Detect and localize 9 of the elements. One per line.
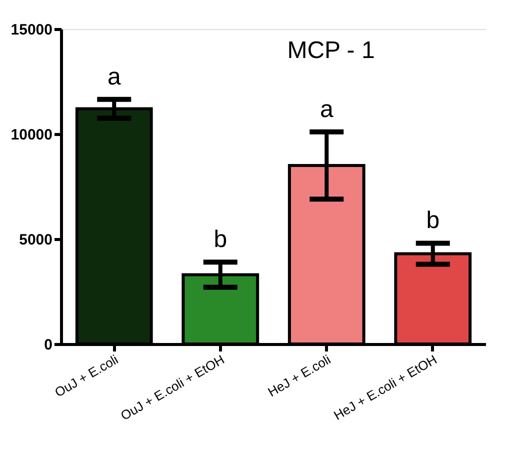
chart-title: MCP - 1 — [287, 37, 375, 64]
annotation: b — [426, 207, 440, 234]
y-tick-label: 5000 — [19, 232, 52, 248]
y-tick-label: 10000 — [10, 126, 52, 144]
annotation: a — [320, 96, 334, 123]
y-tick-label: 0 — [44, 336, 52, 354]
annotation: a — [107, 63, 122, 90]
y-tick-label: 15000 — [10, 22, 52, 38]
annotation: b — [214, 226, 228, 254]
